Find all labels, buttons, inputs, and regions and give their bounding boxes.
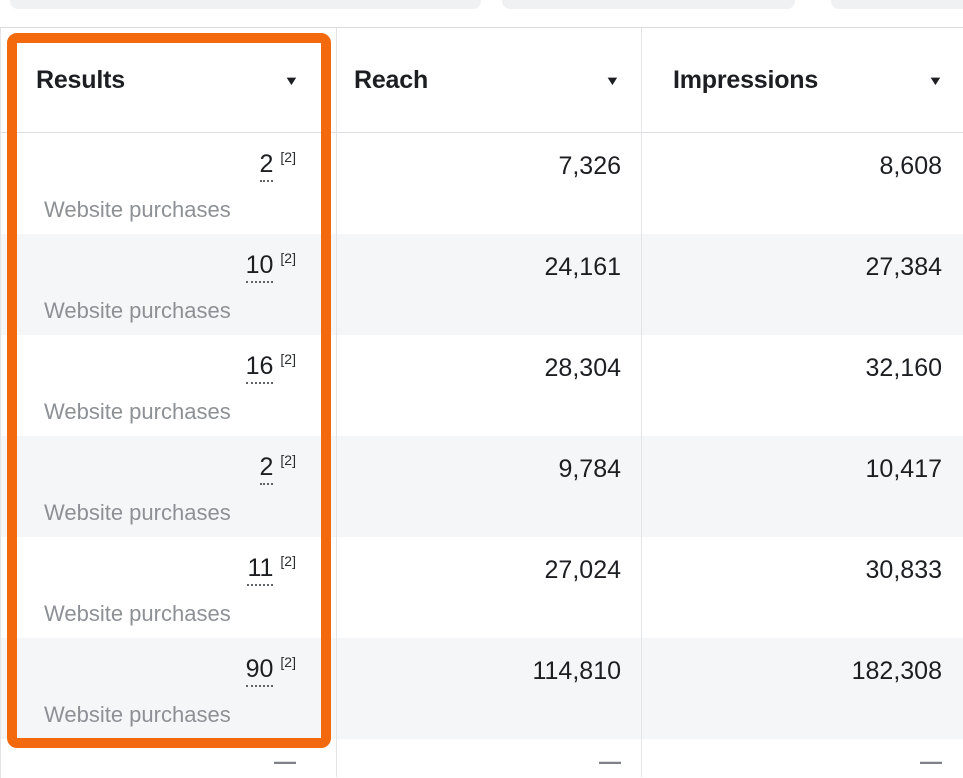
cropped-toolbar <box>0 0 963 28</box>
result-type-label: Website purchases <box>44 601 231 626</box>
summary-dash: — <box>1 739 337 777</box>
reach-cell: 114,810 <box>337 638 642 739</box>
result-type-label: Website purchases <box>44 197 231 222</box>
result-type-label: Website purchases <box>44 702 231 727</box>
impressions-value: 27,384 <box>865 253 942 281</box>
result-type-label: Website purchases <box>44 500 231 525</box>
results-cell: 2 [2] Website purchases <box>1 133 337 234</box>
results-cell: 16 [2] Website purchases <box>1 335 337 436</box>
impressions-value: 30,833 <box>865 556 942 584</box>
reach-value: 9,784 <box>558 455 621 483</box>
reach-cell: 9,784 <box>337 436 642 537</box>
reach-value: 7,326 <box>558 152 621 180</box>
results-cell: 11 [2] Website purchases <box>1 537 337 638</box>
result-value-link[interactable]: 2 <box>259 452 274 485</box>
impressions-value: 8,608 <box>879 152 942 180</box>
impressions-cell: 30,833 <box>642 537 963 638</box>
result-footnote-ref: [2] <box>280 149 296 165</box>
column-header-reach[interactable]: Reach ▼ <box>337 28 642 133</box>
reach-value: 114,810 <box>532 657 621 685</box>
impressions-value: 182,308 <box>851 657 942 685</box>
result-footnote-ref: [2] <box>280 250 296 266</box>
impressions-value: 10,417 <box>865 455 942 483</box>
result-value-link[interactable]: 2 <box>259 149 274 182</box>
reach-cell: 24,161 <box>337 234 642 335</box>
column-header-label: Results <box>36 65 125 94</box>
reach-cell: 27,024 <box>337 537 642 638</box>
result-footnote-ref: [2] <box>280 654 296 670</box>
cropped-toolbar-button[interactable] <box>10 0 481 9</box>
impressions-cell: 27,384 <box>642 234 963 335</box>
reach-value: 28,304 <box>544 354 621 382</box>
result-footnote-ref: [2] <box>280 351 296 367</box>
result-type-label: Website purchases <box>44 298 231 323</box>
result-value-link[interactable]: 10 <box>245 250 274 283</box>
results-cell: 90 [2] Website purchases <box>1 638 337 739</box>
cropped-toolbar-button[interactable] <box>831 0 963 9</box>
sort-chevron-down-icon[interactable]: ▼ <box>604 72 621 88</box>
column-header-results[interactable]: Results ▼ <box>1 28 337 133</box>
summary-dash: — <box>337 739 642 777</box>
impressions-cell: 10,417 <box>642 436 963 537</box>
reach-value: 24,161 <box>544 253 621 281</box>
column-header-label: Reach <box>354 65 429 94</box>
sort-chevron-down-icon[interactable]: ▼ <box>927 72 944 88</box>
metrics-table: Results ▼ Reach ▼ Impressions ▼ 2 [2] We… <box>0 28 963 778</box>
impressions-cell: 8,608 <box>642 133 963 234</box>
impressions-cell: 32,160 <box>642 335 963 436</box>
cropped-toolbar-button[interactable] <box>502 0 795 9</box>
result-footnote-ref: [2] <box>280 452 296 468</box>
result-type-label: Website purchases <box>44 399 231 424</box>
result-value-link[interactable]: 11 <box>247 553 274 586</box>
result-footnote-ref: [2] <box>280 553 296 569</box>
reach-cell: 7,326 <box>337 133 642 234</box>
impressions-cell: 182,308 <box>642 638 963 739</box>
results-cell: 2 [2] Website purchases <box>1 436 337 537</box>
sort-chevron-down-icon[interactable]: ▼ <box>283 72 300 88</box>
summary-dash: — <box>920 749 942 774</box>
result-value-link[interactable]: 90 <box>245 654 274 687</box>
results-cell: 10 [2] Website purchases <box>1 234 337 335</box>
column-header-label: Impressions <box>673 65 819 94</box>
reach-value: 27,024 <box>544 556 621 584</box>
impressions-value: 32,160 <box>865 354 942 382</box>
reach-cell: 28,304 <box>337 335 642 436</box>
result-value-link[interactable]: 16 <box>245 351 274 384</box>
column-header-impressions[interactable]: Impressions ▼ <box>642 28 963 133</box>
